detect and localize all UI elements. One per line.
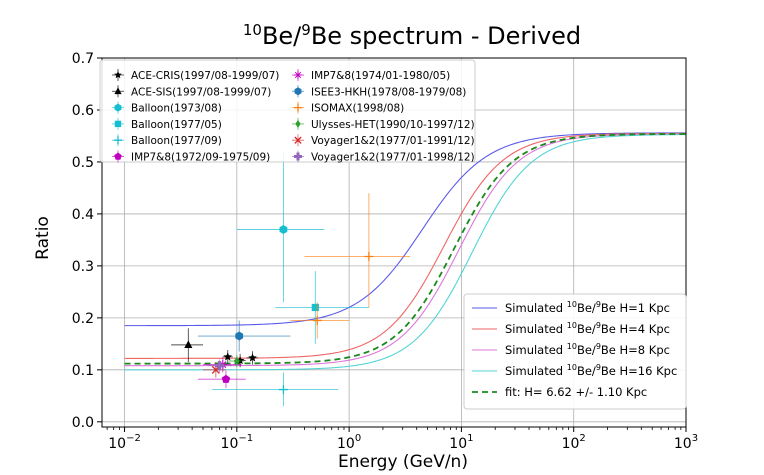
legend-marker [294, 103, 302, 112]
legend-marker [294, 136, 302, 144]
data-point-4 [171, 328, 204, 363]
legend-marker [295, 119, 301, 128]
data-legend-item: ACE-CRIS(1997/08-1999/07) [112, 69, 279, 82]
data-legend-item: ISOMAX(1998/08) [292, 101, 404, 115]
legend-label: Voyager1&2(1977/01-1998/12) [311, 152, 475, 164]
data-legend-item: IMP7&8(1972/09-1975/09) [112, 150, 270, 164]
point-marker [184, 340, 193, 349]
y-tick-label: 0.3 [72, 259, 94, 275]
point-marker [311, 303, 319, 312]
data-point-1 [222, 350, 233, 364]
legend-label: Balloon(1977/05) [131, 119, 222, 131]
y-tick-label: 0.0 [72, 415, 94, 431]
legend-label: ISEE3-HKH(1978/08-1979/08) [311, 86, 466, 98]
legend-marker [294, 87, 302, 96]
point-marker [278, 385, 288, 395]
legend-label: ISOMAX(1998/08) [311, 103, 404, 115]
data-point-5 [236, 151, 325, 303]
x-axis-label: Energy (GeV/n) [338, 452, 468, 472]
point-marker [312, 315, 322, 325]
data-point-6 [275, 271, 369, 344]
y-axis-label: Ratio [33, 216, 53, 260]
curve-legend-label: Simulated 10Be/9Be H=4 Kpc [505, 321, 670, 336]
y-tick-label: 0.7 [72, 51, 94, 67]
data-point-13 [228, 354, 244, 368]
data-legend-item: IMP7&8(1974/01-1980/05) [292, 69, 450, 82]
curve-legend-label: fit: H= 6.62 +/- 1.10 Kpc [505, 385, 647, 399]
legend-marker [114, 152, 122, 160]
x-tick-label: 10−1 [221, 433, 254, 452]
data-legend-item: ACE-SIS(1997/08-1999/07) [112, 85, 271, 98]
x-tick-label: 100 [337, 433, 361, 452]
data-points [171, 151, 411, 407]
legend-marker [114, 136, 122, 145]
curve-legend-label: Simulated 10Be/9Be H=16 Kpc [505, 363, 677, 378]
x-tick-label: 102 [562, 433, 586, 452]
curve-1 [124, 132, 686, 327]
y-tick-label: 0.6 [72, 103, 94, 119]
data-point-12 [290, 302, 350, 339]
legend-label: IMP7&8(1974/01-1980/05) [311, 70, 450, 82]
legend-label: Voyager1&2(1977/01-1991/12) [311, 135, 475, 147]
point-marker [221, 374, 231, 383]
point-marker [223, 352, 233, 361]
legend-label: ACE-CRIS(1997/08-1999/07) [131, 70, 279, 82]
data-legend-item: Ulysses-HET(1990/10-1997/12) [292, 117, 475, 131]
y-tick-label: 0.4 [72, 207, 94, 223]
legend-label: Balloon(1973/08) [131, 103, 222, 115]
data-point-15 [207, 359, 232, 373]
plot-frame [101, 57, 687, 428]
data-legend: ACE-CRIS(1997/08-1999/07) ACE-SIS(1997/08… [99, 59, 476, 164]
curve-legend-label: Simulated 10Be/9Be H=8 Kpc [505, 342, 670, 357]
data-legend-item: Voyager1&2(1977/01-1998/12) [292, 150, 475, 164]
y-tick-label: 0.2 [72, 311, 94, 327]
data-legend-item: ISEE3-HKH(1978/08-1979/08) [292, 85, 466, 98]
curve-legend-item: Simulated 10Be/9Be H=16 Kpc [472, 363, 677, 378]
legend-marker [114, 87, 122, 95]
curve-legend: Simulated 10Be/9Be H=1 Kpc Simulated 10Be… [463, 293, 687, 410]
data-legend-item: Balloon(1973/08) [112, 101, 222, 115]
y-axis-ticks: 0.0 0.1 0.2 0.3 0.4 0.5 0.6 0.7 [72, 51, 102, 431]
point-marker [279, 225, 288, 235]
point-marker [235, 331, 244, 341]
point-marker [214, 361, 224, 371]
data-point-11 [304, 193, 411, 308]
legend-label: IMP7&8(1972/09-1975/09) [131, 152, 270, 164]
legend-label: Balloon(1977/09) [131, 135, 222, 147]
legend-marker [114, 103, 122, 112]
y-tick-label: 0.5 [72, 155, 94, 171]
point-marker [233, 356, 240, 366]
data-point-7 [211, 372, 339, 407]
x-tick-label: 10−2 [108, 433, 141, 452]
chart-title: 10Be/9Be spectrum - Derived [243, 21, 581, 50]
curve-legend-item: fit: H= 6.62 +/- 1.10 Kpc [472, 385, 647, 399]
data-point-10 [197, 320, 291, 352]
curve-legend-label: Simulated 10Be/9Be H=1 Kpc [505, 300, 670, 315]
legend-label: ACE-SIS(1997/08-1999/07) [131, 86, 271, 98]
x-tick-label: 101 [449, 433, 473, 452]
legend-marker [114, 71, 122, 79]
data-legend-item: Voyager1&2(1977/01-1991/12) [292, 134, 475, 147]
legend-label: Ulysses-HET(1990/10-1997/12) [311, 119, 475, 131]
point-marker [364, 252, 374, 262]
curve-legend-item: Simulated 10Be/9Be H=8 Kpc [472, 342, 670, 357]
x-tick-label: 103 [674, 433, 698, 452]
data-legend-item: Balloon(1977/05) [112, 117, 222, 131]
legend-marker [294, 71, 302, 79]
curve-legend-item: Simulated 10Be/9Be H=4 Kpc [472, 321, 670, 336]
legend-marker [294, 152, 302, 161]
point-marker [248, 353, 257, 362]
curve-legend-item: Simulated 10Be/9Be H=1 Kpc [472, 300, 670, 315]
x-axis-ticks: 10−2 10−1 100 101 102 103 [106, 427, 698, 452]
data-point-3 [246, 351, 259, 365]
y-tick-label: 0.1 [72, 363, 94, 379]
curve-2 [124, 132, 687, 359]
data-point-8 [197, 370, 246, 389]
data-legend-item: Balloon(1977/09) [112, 134, 222, 147]
legend-marker [114, 120, 122, 128]
